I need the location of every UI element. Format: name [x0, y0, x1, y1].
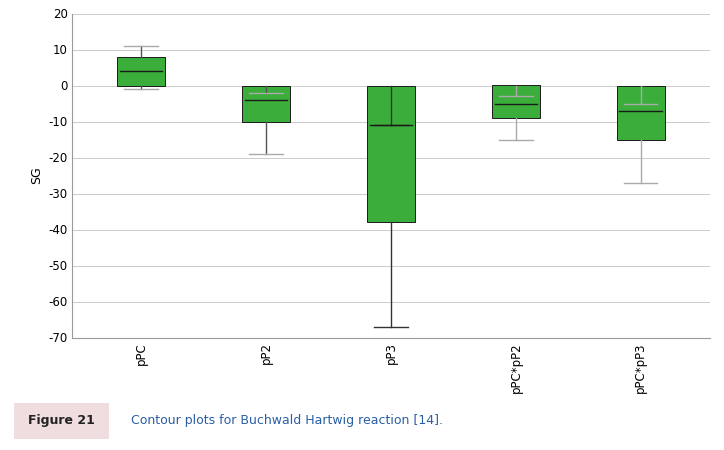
- Bar: [367, 86, 415, 222]
- Text: Figure 21: Figure 21: [28, 414, 95, 427]
- Bar: [243, 86, 290, 122]
- Bar: [117, 57, 165, 86]
- Bar: [492, 86, 539, 118]
- Y-axis label: SG: SG: [30, 166, 43, 184]
- Text: Contour plots for Buchwald Hartwig reaction [14].: Contour plots for Buchwald Hartwig react…: [119, 414, 444, 427]
- Bar: [617, 86, 665, 140]
